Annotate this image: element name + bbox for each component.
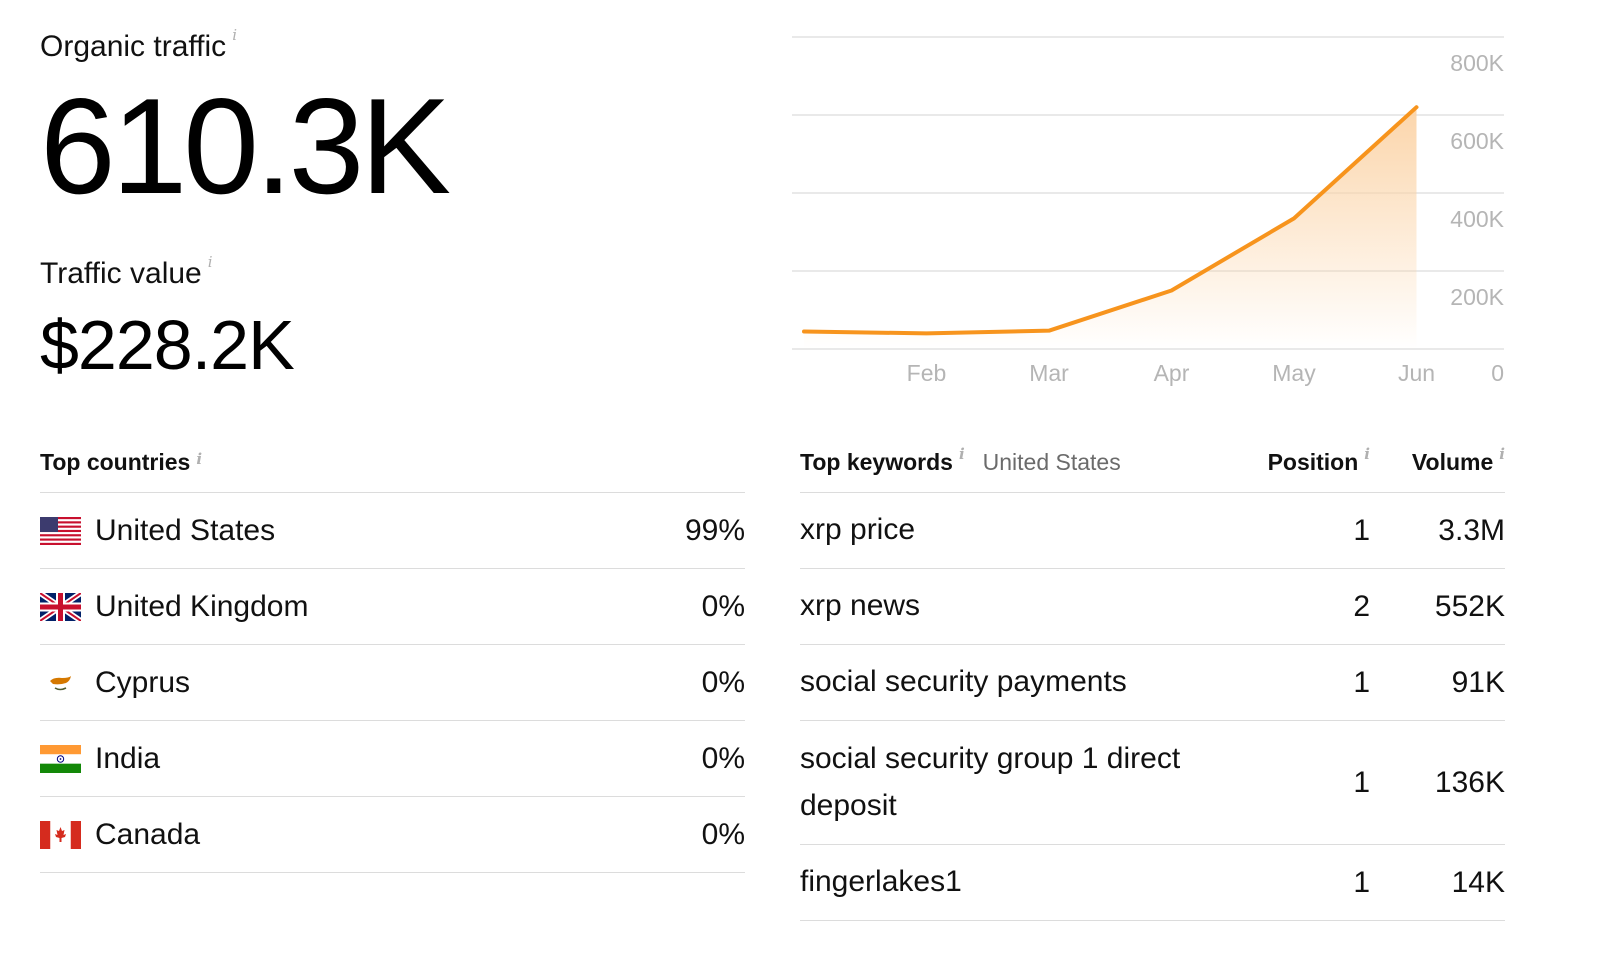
top-keywords-title: Top keywords <box>800 449 953 475</box>
us-flag-icon <box>40 516 81 545</box>
country-share: 99% <box>684 513 745 547</box>
organic-traffic-chart[interactable]: 800K 600K 400K 200K 0 Feb Mar Apr May Jun <box>790 25 1520 405</box>
info-icon[interactable]: i <box>958 445 965 463</box>
keyword-text[interactable]: fingerlakes1 <box>800 865 962 899</box>
keyword-row[interactable]: xrp news 2 552K <box>800 569 1505 645</box>
y-axis-tick-label: 600K <box>1450 128 1504 154</box>
info-icon[interactable]: i <box>232 26 237 44</box>
country-row[interactable]: United States 99% <box>40 493 745 569</box>
country-name[interactable]: India <box>95 741 161 775</box>
top-countries-header: Top countries i <box>40 433 745 493</box>
country-row[interactable]: United Kingdom 0% <box>38 569 745 645</box>
keyword-position: 1 <box>1353 513 1370 547</box>
keyword-text[interactable]: xrp news <box>800 589 921 623</box>
traffic-value-amount: $228.2K <box>40 306 295 384</box>
keyword-position: 1 <box>1353 665 1370 699</box>
keyword-text[interactable]: social security group 1 direct deposit <box>800 742 1181 822</box>
volume-column-header[interactable]: Volume i <box>1411 445 1505 475</box>
keyword-volume: 14K <box>1451 865 1505 899</box>
keyword-position: 1 <box>1353 765 1370 799</box>
keyword-volume: 136K <box>1434 765 1505 799</box>
y-axis-tick-label: 0 <box>1491 360 1504 386</box>
info-icon[interactable]: i <box>1364 445 1370 463</box>
canada-flag-icon <box>40 820 81 849</box>
country-row[interactable]: India 0% <box>40 721 745 797</box>
keyword-volume: 552K <box>1434 589 1505 623</box>
country-share: 0% <box>701 817 745 851</box>
top-keywords-header: Top keywords i United States Position i Vol… <box>800 433 1505 493</box>
country-row[interactable]: Canada 0% <box>40 797 745 873</box>
keyword-position: 1 <box>1353 865 1370 899</box>
keyword-position: 2 <box>1353 589 1370 623</box>
uk-flag-icon <box>38 590 83 623</box>
traffic-value-label: Traffic value i <box>40 253 213 290</box>
country-name[interactable]: Canada <box>95 817 201 851</box>
country-share: 0% <box>701 665 745 699</box>
keyword-row[interactable]: social security payments 1 91K <box>800 645 1505 721</box>
country-share: 0% <box>701 741 745 775</box>
keyword-row[interactable]: fingerlakes1 1 14K <box>800 845 1505 921</box>
keyword-text[interactable]: xrp price <box>800 513 916 547</box>
keyword-row[interactable]: social security group 1 direct deposit 1 1… <box>800 721 1505 845</box>
keyword-volume: 3.3M <box>1438 513 1505 547</box>
x-axis-tick-label: Apr <box>1154 360 1190 386</box>
country-name[interactable]: United Kingdom <box>95 589 309 623</box>
top-countries-title: Top countries <box>40 449 191 475</box>
country-share: 0% <box>701 589 745 623</box>
y-axis-tick-label: 200K <box>1450 284 1504 310</box>
x-axis-tick-label: May <box>1272 360 1316 386</box>
info-icon[interactable]: i <box>1499 445 1505 463</box>
keyword-volume: 91K <box>1451 665 1505 699</box>
keywords-country-filter[interactable]: United States <box>982 449 1121 475</box>
cyprus-flag-icon <box>40 668 81 697</box>
y-axis-tick-label: 400K <box>1450 206 1504 232</box>
organic-traffic-label: Organic traffic i <box>40 26 237 63</box>
top-keywords-table: Top keywords i United States Position i Vol… <box>800 433 1505 921</box>
country-name[interactable]: Cyprus <box>95 665 191 699</box>
position-column-header[interactable]: Position i <box>1267 445 1370 475</box>
x-axis-tick-label: Mar <box>1029 360 1069 386</box>
x-axis-tick-label: Feb <box>907 360 947 386</box>
country-name[interactable]: United States <box>95 513 276 547</box>
organic-traffic-value: 610.3K <box>40 70 451 222</box>
country-row[interactable]: Cyprus 0% <box>40 645 745 721</box>
x-axis-tick-label: Jun <box>1398 360 1435 386</box>
y-axis-tick-label: 800K <box>1450 50 1504 76</box>
top-countries-table: Top countries i United States 99% United Ki… <box>38 433 745 873</box>
chart-series-line <box>802 105 1419 336</box>
info-icon[interactable]: i <box>196 449 203 468</box>
india-flag-icon <box>40 744 81 773</box>
chart-area-fill <box>804 107 1417 349</box>
keyword-text[interactable]: social security payments <box>800 665 1127 699</box>
keyword-row[interactable]: xrp price 1 3.3M <box>800 493 1505 569</box>
info-icon[interactable]: i <box>207 253 213 271</box>
